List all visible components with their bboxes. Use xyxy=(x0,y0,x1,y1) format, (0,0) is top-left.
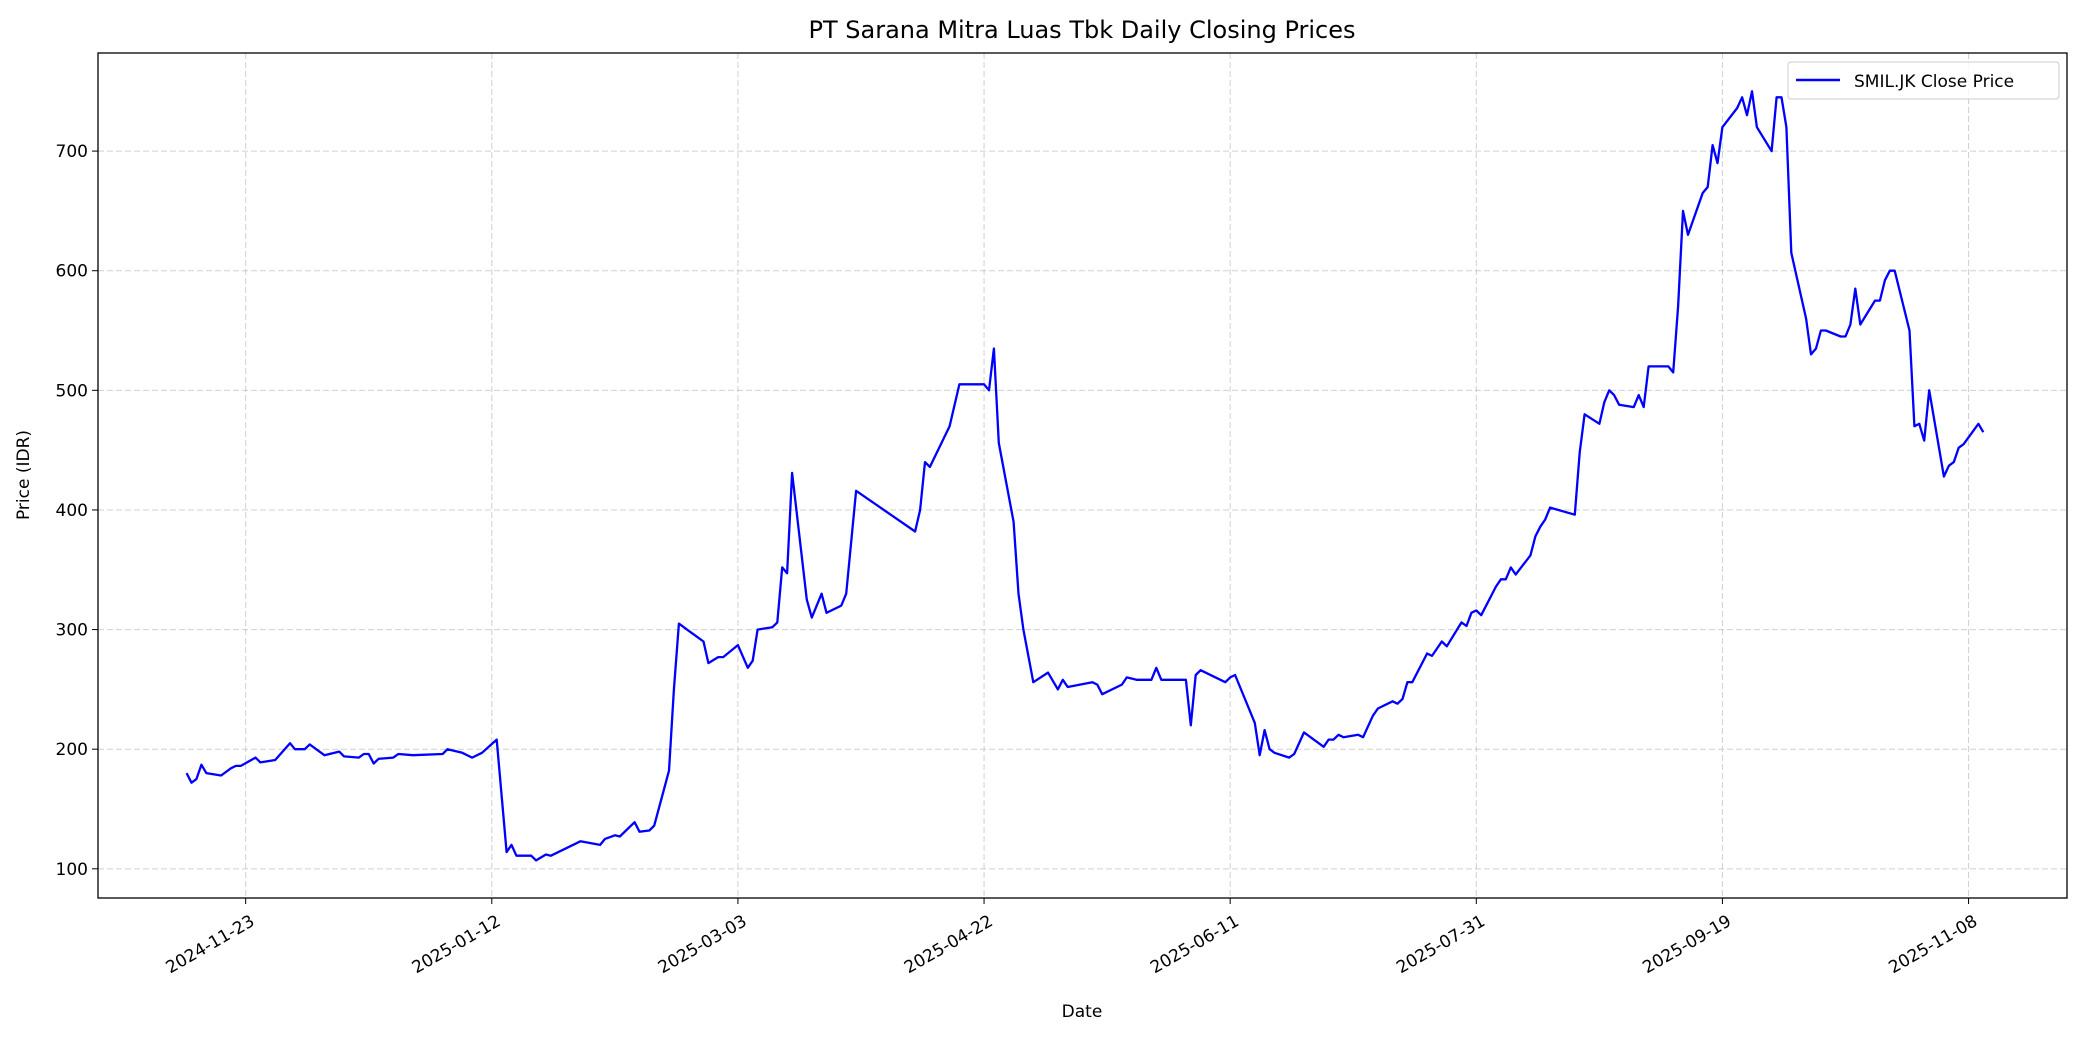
legend: SMIL.JK Close Price xyxy=(1788,62,2059,99)
x-tick-label: 2025-09-19 xyxy=(1639,911,1735,978)
y-tick-label: 300 xyxy=(56,621,88,641)
grid xyxy=(98,53,2067,898)
y-tick-label: 600 xyxy=(56,262,88,282)
series-layer xyxy=(187,91,1984,860)
x-tick-label: 2025-07-31 xyxy=(1393,911,1489,978)
chart-title: PT Sarana Mitra Luas Tbk Daily Closing P… xyxy=(809,16,1356,44)
plot-frame xyxy=(98,53,2067,898)
x-tick-label: 2025-11-08 xyxy=(1885,911,1981,978)
x-axis-label: Date xyxy=(1062,1002,1103,1022)
x-tick-label: 2024-11-23 xyxy=(163,911,259,978)
y-axis-label: Price (IDR) xyxy=(14,430,34,520)
y-tick-label: 500 xyxy=(56,381,88,401)
y-tick-label: 200 xyxy=(56,740,88,760)
y-tick-label: 400 xyxy=(56,501,88,521)
x-tick-label: 2025-04-22 xyxy=(901,911,997,978)
y-tick-label: 700 xyxy=(56,142,88,162)
y-axis: 100 200 300 400 500 600 700 xyxy=(56,142,98,880)
series-line-close-price xyxy=(187,91,1984,860)
x-axis: 2024-11-23 2025-01-12 2025-03-03 2025-04-22… xyxy=(163,898,1981,978)
legend-label: SMIL.JK Close Price xyxy=(1854,72,2014,92)
x-tick-label: 2025-03-03 xyxy=(655,911,751,978)
y-tick-label: 100 xyxy=(56,860,88,880)
x-tick-label: 2025-06-11 xyxy=(1147,911,1243,978)
x-tick-label: 2025-01-12 xyxy=(409,911,505,978)
